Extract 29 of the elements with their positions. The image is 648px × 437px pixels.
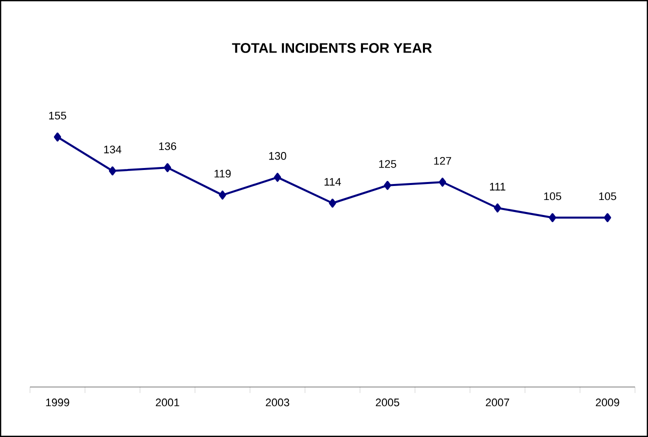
data-label: 130 xyxy=(269,152,286,160)
point xyxy=(328,198,336,208)
point xyxy=(548,213,556,222)
data-label: 155 xyxy=(49,112,66,120)
point xyxy=(438,178,446,187)
x-tick-label: 1999 xyxy=(46,398,70,406)
data-label: 119 xyxy=(214,170,231,178)
data-label: 105 xyxy=(544,192,562,200)
data-label: 134 xyxy=(104,146,122,154)
x-tick-label: 2003 xyxy=(266,398,290,406)
data-label: 125 xyxy=(379,160,396,168)
point xyxy=(218,190,226,200)
point xyxy=(274,172,282,182)
point xyxy=(164,163,172,172)
point xyxy=(384,180,392,190)
chart-title: TOTAL INCIDENTS FOR YEAR xyxy=(232,43,432,53)
x-tick-label: 2001 xyxy=(156,398,180,406)
data-label: 114 xyxy=(324,178,341,186)
x-tick-label: 2007 xyxy=(486,398,510,406)
point xyxy=(108,166,116,176)
point xyxy=(54,132,62,142)
data-label: 111 xyxy=(490,182,506,190)
data-label: 127 xyxy=(434,156,452,165)
data-label: 136 xyxy=(159,142,176,150)
point xyxy=(604,213,612,222)
data-label: 105 xyxy=(599,192,616,200)
point xyxy=(494,203,502,212)
x-tick-label: 2005 xyxy=(376,398,400,406)
x-tick-label: 2009 xyxy=(596,398,620,406)
